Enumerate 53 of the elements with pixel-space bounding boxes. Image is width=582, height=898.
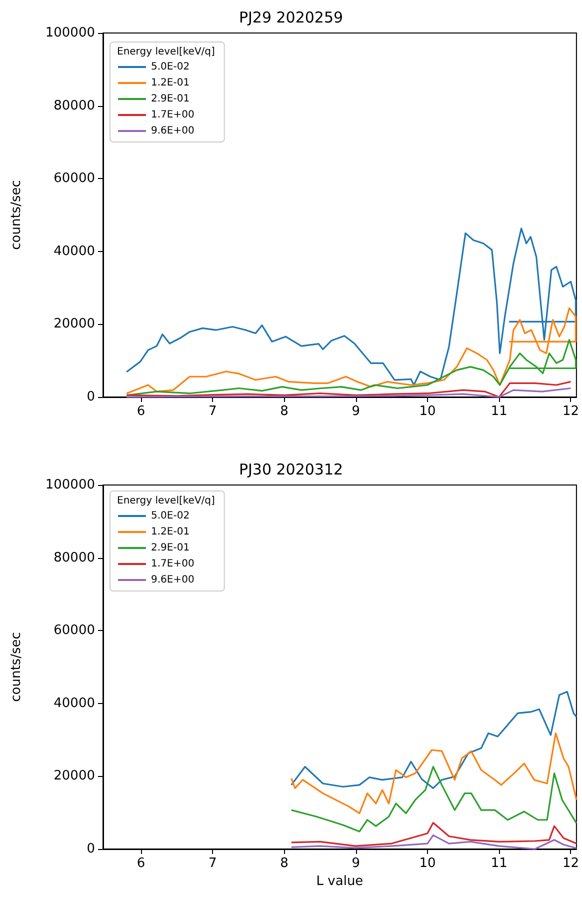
line-series xyxy=(126,228,577,386)
line-series xyxy=(126,307,577,394)
line-series xyxy=(126,380,572,398)
x-tick-label: 12 xyxy=(562,856,579,871)
y-tick-label: 20000 xyxy=(54,768,95,784)
x-axis-title: L value xyxy=(316,874,364,889)
legend-label: 1.2E-01 xyxy=(151,78,190,88)
chart-title: PJ29 2020259 xyxy=(238,8,344,26)
y-tick-label: 20000 xyxy=(54,316,95,332)
line-series xyxy=(290,766,578,832)
x-tick-label: 8 xyxy=(280,856,288,871)
legend-label: 1.7E+00 xyxy=(151,110,194,120)
legend-label: 5.0E-02 xyxy=(151,510,190,522)
line-series xyxy=(126,339,577,396)
line-series xyxy=(290,834,578,850)
x-tick-label: 12 xyxy=(562,404,579,419)
x-tick-label: 9 xyxy=(352,404,360,419)
y-tick-label: 80000 xyxy=(54,550,95,566)
legend-label: 9.6E+00 xyxy=(151,126,194,136)
y-tick-label: 60000 xyxy=(54,171,95,186)
x-tick-label: 8 xyxy=(280,404,288,419)
line-series xyxy=(290,822,578,847)
y-tick-label: 40000 xyxy=(54,696,95,711)
line-series xyxy=(126,387,572,398)
legend-title: Energy level[keV/q] xyxy=(117,496,216,506)
y-tick-label: 40000 xyxy=(54,244,95,259)
chart-title: PJ30 2020312 xyxy=(238,460,344,478)
x-tick-label: 6 xyxy=(136,856,146,871)
y-tick-label: 0 xyxy=(86,842,95,856)
x-tick-label: 7 xyxy=(208,404,217,419)
y-tick-label: 0 xyxy=(86,390,95,404)
x-tick-label: 6 xyxy=(136,404,146,419)
y-tick-label: 100000 xyxy=(45,478,95,492)
line-series xyxy=(290,690,578,790)
x-tick-label: 11 xyxy=(490,404,508,419)
x-tick-label: 9 xyxy=(352,856,360,871)
legend-label: 5.0E-02 xyxy=(151,62,190,72)
y-tick-label: 100000 xyxy=(45,26,95,40)
y-axis-title: counts/sec xyxy=(9,632,24,702)
y-tick-label: 60000 xyxy=(54,623,95,638)
legend-label: 9.6E+00 xyxy=(151,574,194,586)
legend-title: Energy level[keV/q] xyxy=(117,46,216,58)
legend-label: 2.9E-01 xyxy=(151,94,190,104)
x-tick-label: 7 xyxy=(208,856,217,871)
y-axis-title: counts/sec xyxy=(9,180,24,250)
x-tick-label: 10 xyxy=(419,856,436,871)
legend-label: 1.2E-01 xyxy=(151,526,190,538)
x-tick-label: 10 xyxy=(419,404,436,419)
legend-label: 1.7E+00 xyxy=(151,558,194,570)
y-tick-label: 80000 xyxy=(54,98,95,114)
line-series xyxy=(290,732,578,814)
x-tick-label: 11 xyxy=(490,856,508,871)
legend-label: 2.9E-01 xyxy=(151,542,190,554)
